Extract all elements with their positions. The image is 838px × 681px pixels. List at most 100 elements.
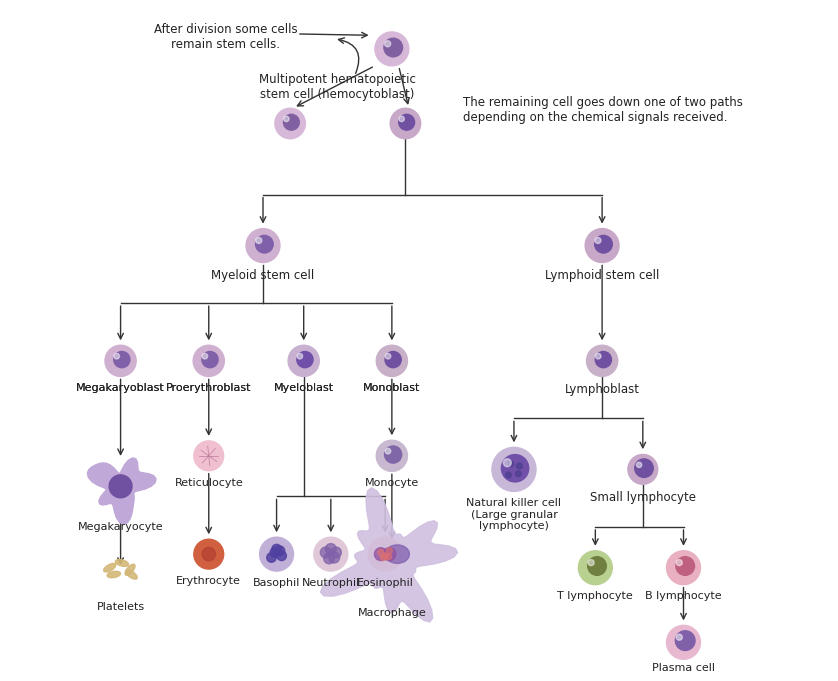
Circle shape <box>272 544 282 554</box>
Circle shape <box>194 441 224 471</box>
Text: Natural killer cell
(Large granular
lymphocyte): Natural killer cell (Large granular lymp… <box>467 498 561 531</box>
Circle shape <box>105 345 137 377</box>
Text: Plasma cell: Plasma cell <box>652 663 715 673</box>
Circle shape <box>202 351 218 368</box>
Circle shape <box>283 114 299 130</box>
Text: T lymphocyte: T lymphocyte <box>557 591 634 601</box>
Circle shape <box>399 116 405 122</box>
Circle shape <box>202 353 208 359</box>
Circle shape <box>676 634 682 640</box>
Ellipse shape <box>125 564 135 575</box>
Text: The remaining cell goes down one of two paths
depending on the chemical signals : The remaining cell goes down one of two … <box>463 96 743 124</box>
Circle shape <box>385 446 401 463</box>
Circle shape <box>595 351 612 368</box>
Circle shape <box>297 351 313 368</box>
Circle shape <box>330 547 341 558</box>
Ellipse shape <box>104 563 116 572</box>
Circle shape <box>675 631 695 650</box>
Circle shape <box>256 238 261 244</box>
Text: Macrophage: Macrophage <box>358 608 427 618</box>
Circle shape <box>676 556 695 575</box>
Circle shape <box>516 463 522 469</box>
Circle shape <box>385 351 401 368</box>
Circle shape <box>676 560 682 566</box>
Circle shape <box>376 440 407 471</box>
Circle shape <box>391 108 421 139</box>
Circle shape <box>375 548 387 560</box>
Text: Multipotent hematopoietic
stem cell (hemocytoblast): Multipotent hematopoietic stem cell (hem… <box>259 73 416 101</box>
Circle shape <box>194 539 224 569</box>
Circle shape <box>595 238 601 244</box>
Text: Neutrophil: Neutrophil <box>302 578 360 588</box>
Circle shape <box>114 353 120 359</box>
Circle shape <box>202 548 215 561</box>
Text: Monocyte: Monocyte <box>365 478 419 488</box>
Circle shape <box>501 455 529 482</box>
Circle shape <box>585 229 619 262</box>
Circle shape <box>323 553 334 564</box>
Circle shape <box>256 236 273 253</box>
Circle shape <box>505 472 511 478</box>
Text: Platelets: Platelets <box>96 601 145 612</box>
Circle shape <box>385 554 391 560</box>
Text: Myeloid stem cell: Myeloid stem cell <box>211 269 314 283</box>
Circle shape <box>636 462 642 468</box>
Circle shape <box>385 448 391 454</box>
Circle shape <box>376 345 407 377</box>
Polygon shape <box>87 458 156 524</box>
Text: Myeloblast: Myeloblast <box>274 383 334 393</box>
Circle shape <box>385 353 391 359</box>
Circle shape <box>375 32 409 66</box>
Circle shape <box>588 560 594 566</box>
Ellipse shape <box>385 545 410 563</box>
Text: Megakaryoblast: Megakaryoblast <box>76 383 165 393</box>
Circle shape <box>260 537 293 571</box>
Text: Proerythroblast: Proerythroblast <box>166 383 251 393</box>
Text: Erythrocyte: Erythrocyte <box>176 576 241 586</box>
Text: Megakaryoblast: Megakaryoblast <box>76 383 165 393</box>
Circle shape <box>504 459 511 466</box>
Circle shape <box>380 554 386 560</box>
Circle shape <box>275 546 285 556</box>
Circle shape <box>109 475 132 498</box>
Text: Monoblast: Monoblast <box>363 383 421 393</box>
Circle shape <box>277 551 287 560</box>
Circle shape <box>578 551 613 585</box>
Circle shape <box>378 550 384 556</box>
Circle shape <box>508 461 514 466</box>
Ellipse shape <box>116 560 128 567</box>
Circle shape <box>320 547 331 558</box>
Text: Lymphoblast: Lymphoblast <box>565 383 639 396</box>
Circle shape <box>328 552 339 563</box>
Text: Lymphoid stem cell: Lymphoid stem cell <box>545 269 660 283</box>
Circle shape <box>384 38 402 57</box>
Circle shape <box>283 116 289 122</box>
Circle shape <box>270 548 280 557</box>
Circle shape <box>666 625 701 659</box>
Ellipse shape <box>107 571 121 577</box>
Circle shape <box>382 553 388 559</box>
Circle shape <box>297 353 303 359</box>
Circle shape <box>246 229 280 262</box>
Text: After division some cells
remain stem cells.: After division some cells remain stem ce… <box>154 23 297 51</box>
Text: Monoblast: Monoblast <box>363 383 421 393</box>
Circle shape <box>634 459 654 477</box>
Text: Eosinophil: Eosinophil <box>357 578 413 588</box>
Circle shape <box>515 471 521 477</box>
Circle shape <box>628 454 658 484</box>
Circle shape <box>325 543 336 554</box>
Circle shape <box>114 351 130 368</box>
Text: Megakaryocyte: Megakaryocyte <box>78 522 163 532</box>
Text: Small lymphocyte: Small lymphocyte <box>590 491 696 504</box>
Circle shape <box>383 548 396 560</box>
Text: Basophil: Basophil <box>253 578 300 588</box>
Text: Myeloblast: Myeloblast <box>274 383 334 393</box>
Circle shape <box>266 553 277 563</box>
Circle shape <box>595 236 613 253</box>
Circle shape <box>275 108 305 139</box>
Circle shape <box>386 548 392 554</box>
Circle shape <box>587 556 607 575</box>
Circle shape <box>193 345 225 377</box>
Text: Reticulocyte: Reticulocyte <box>174 477 243 488</box>
Ellipse shape <box>126 570 137 579</box>
